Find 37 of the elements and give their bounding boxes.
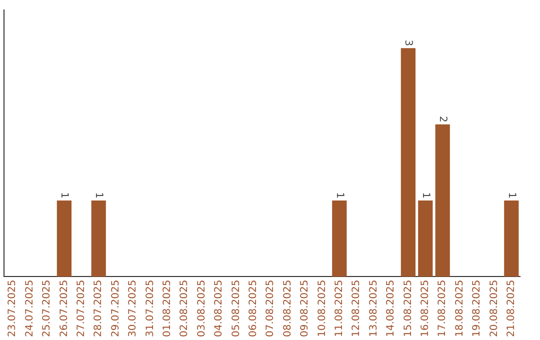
data-label: 1 (334, 192, 345, 199)
x-tick-label: 28.07.2025 (93, 280, 104, 338)
x-tick-label: 13.08.2025 (368, 280, 380, 338)
data-label: 3 (402, 40, 414, 46)
x-tick-label: 17.08.2025 (437, 280, 448, 338)
x-tick-label: 02.08.2025 (179, 280, 190, 338)
x-tick-label: 23.07.2025 (7, 280, 18, 338)
x-tick-label: 25.07.2025 (42, 280, 53, 338)
x-tick-label: 18.08.2025 (454, 280, 466, 338)
data-label: 1 (58, 192, 70, 199)
x-tick-label: 19.08.2025 (472, 280, 483, 338)
data-label: 2 (437, 116, 448, 122)
x-tick-label: 15.08.2025 (402, 280, 414, 338)
x-tick-label: 20.08.2025 (488, 280, 500, 338)
data-label: 1 (93, 192, 104, 199)
x-tick-label: 16.08.2025 (420, 280, 431, 338)
data-label: 1 (506, 192, 517, 199)
x-tick-label: 30.07.2025 (128, 280, 139, 338)
x-tick-label: 03.08.2025 (196, 280, 208, 338)
x-tick-label: 08.08.2025 (282, 280, 294, 338)
x-tick-label: 06.08.2025 (248, 280, 259, 338)
x-tick-label: 14.08.2025 (386, 280, 397, 338)
x-tick-label: 12.08.2025 (351, 280, 362, 338)
x-tick-label: 11.08.2025 (334, 280, 345, 338)
data-label: 1 (420, 192, 431, 199)
x-tick-label: 21.08.2025 (506, 280, 517, 338)
x-tick-label: 09.08.2025 (300, 280, 311, 338)
x-tick-label: 31.07.2025 (144, 280, 156, 338)
x-tick-label: 27.07.2025 (76, 280, 87, 338)
x-tick-label: 05.08.2025 (230, 280, 242, 338)
x-tick-label: 07.08.2025 (265, 280, 276, 338)
x-tick-label: 01.08.2025 (162, 280, 173, 338)
x-tick-label: 26.07.2025 (58, 280, 70, 338)
x-tick-label: 04.08.2025 (214, 280, 225, 338)
x-tick-label: 24.07.2025 (24, 280, 36, 338)
x-tick-label: 29.07.2025 (110, 280, 122, 338)
x-tick-label: 10.08.2025 (316, 280, 328, 338)
